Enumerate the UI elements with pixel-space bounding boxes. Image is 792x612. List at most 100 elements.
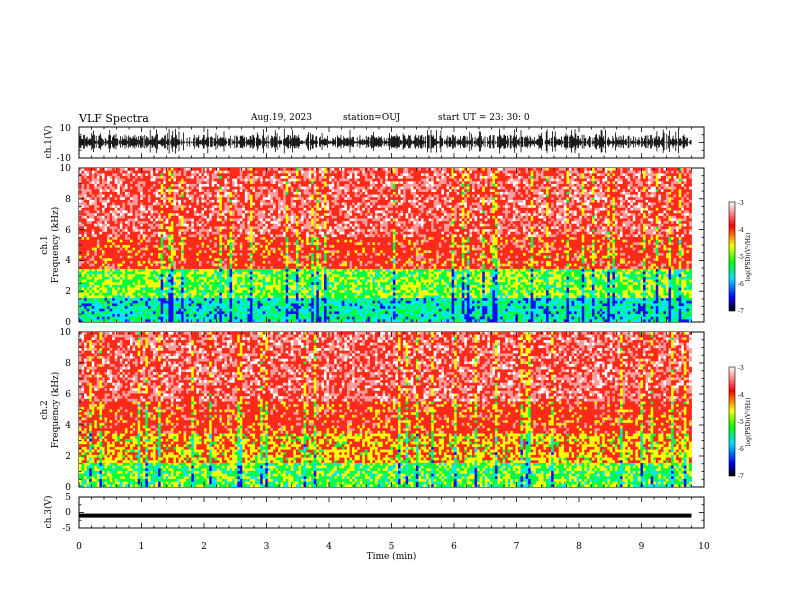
spectrogram-cell — [262, 308, 266, 312]
spectrogram-cell — [178, 260, 182, 264]
spectrogram-cell — [140, 245, 144, 249]
spectrogram-cell — [186, 226, 190, 230]
spectrogram-cell — [99, 260, 103, 264]
spectrogram-cell — [278, 250, 282, 254]
spectrogram-cell — [216, 284, 220, 288]
spectrogram-cell — [153, 173, 156, 177]
spectrogram-cell — [288, 282, 292, 286]
spectrogram-cell — [130, 260, 133, 264]
spectrogram-cell — [249, 181, 253, 185]
spectrogram-cell — [262, 319, 266, 322]
spectrogram-cell — [267, 189, 271, 193]
spectrogram-cell — [280, 181, 284, 185]
spectrogram-cell — [142, 221, 146, 225]
spectrogram-cell — [91, 197, 95, 201]
spectrogram-cell — [262, 221, 266, 225]
spectrogram-cell — [140, 247, 144, 251]
spectrogram-cell — [94, 290, 98, 294]
spectrogram-cell — [178, 239, 182, 243]
spectrogram-cell — [163, 308, 167, 312]
spectrogram-cell — [204, 215, 207, 219]
spectrogram-cell — [79, 226, 82, 230]
spectrogram-cell — [224, 266, 228, 270]
spectrogram-cell — [181, 186, 185, 190]
spectrogram-cell — [206, 231, 210, 235]
spectrogram-cell — [155, 213, 159, 217]
spectrogram-cell — [170, 245, 174, 249]
spectrogram-cell — [260, 191, 264, 195]
spectrogram-cell — [229, 183, 233, 187]
spectrogram-cell — [270, 237, 274, 241]
spectrogram-cell — [181, 316, 185, 320]
spectrogram-cell — [216, 218, 220, 222]
spectrogram-cell — [232, 268, 236, 272]
spectrogram-cell — [198, 170, 202, 174]
spectrogram-cell — [183, 213, 187, 217]
spectrogram-cell — [168, 263, 172, 267]
spectrogram-cell — [257, 247, 261, 251]
spectrogram-cell — [295, 221, 299, 225]
spectrogram-cell — [280, 175, 284, 180]
spectrogram-cell — [278, 178, 282, 182]
spectrogram-cell — [262, 237, 266, 241]
spectrogram-cell — [175, 231, 179, 235]
spectrogram-cell — [178, 284, 182, 288]
spectrogram-cell — [227, 292, 230, 296]
spectrogram-cell — [198, 279, 202, 283]
spectrogram-cell — [145, 194, 149, 198]
spectrogram-cell — [198, 239, 202, 243]
spectrogram-cell — [237, 213, 241, 217]
spectrogram-cell — [234, 282, 238, 286]
spectrogram-cell — [193, 194, 197, 198]
spectrogram-cell — [293, 292, 297, 296]
spectrogram-cell — [275, 276, 279, 280]
spectrogram-cell — [198, 175, 202, 180]
spectrogram-cell — [257, 183, 261, 187]
spectrogram-cell — [91, 210, 95, 214]
spectrogram-cell — [137, 186, 141, 190]
spectrogram-cell — [135, 215, 139, 219]
spectrogram-cell — [86, 271, 90, 275]
spectrogram-cell — [219, 183, 223, 187]
spectrogram-cell — [132, 245, 136, 249]
spectrogram-cell — [160, 298, 164, 302]
spectrogram-cell — [188, 205, 192, 209]
spectrogram-cell — [170, 319, 174, 322]
spectrogram-cell — [137, 175, 141, 180]
spectrogram-cell — [124, 258, 128, 262]
spectrogram-cell — [147, 186, 151, 190]
spectrogram-cell — [283, 242, 287, 246]
spectrogram-cell — [242, 300, 246, 304]
spectrogram-cell — [242, 199, 246, 203]
spectrogram-cell — [94, 197, 98, 201]
spectrogram-cell — [91, 245, 95, 249]
spectrogram-cell — [209, 237, 213, 241]
spectrogram-cell — [260, 178, 264, 182]
spectrogram-cell — [168, 178, 172, 182]
spectrogram-cell — [196, 282, 200, 286]
spectrogram-cell — [173, 271, 177, 275]
spectrogram-cell — [265, 223, 269, 227]
spectrogram-cell — [270, 231, 274, 235]
spectrogram-cell — [127, 234, 131, 238]
spectrogram-cell — [262, 274, 266, 278]
spectrogram-cell — [183, 237, 187, 241]
spectrogram-cell — [153, 223, 156, 227]
spectrogram-cell — [211, 276, 215, 280]
spectrogram-cell — [211, 271, 215, 275]
spectrogram-cell — [114, 218, 118, 222]
spectrogram-cell — [211, 287, 215, 291]
spectrogram-cell — [101, 279, 105, 283]
spectrogram-cell — [260, 245, 264, 249]
spectrogram-cell — [290, 234, 294, 238]
spectrogram-cell — [188, 279, 192, 283]
spectrogram-cell — [175, 197, 179, 201]
spectrogram-cell — [234, 308, 238, 312]
spectrogram-cell — [117, 252, 121, 257]
spectrogram-cell — [214, 287, 218, 291]
spectrogram-cell — [89, 226, 93, 230]
spectrogram-cell — [89, 298, 93, 302]
spectrogram-cell — [140, 263, 144, 267]
spectrogram-cell — [224, 239, 228, 243]
spectrogram-cell — [84, 229, 88, 233]
